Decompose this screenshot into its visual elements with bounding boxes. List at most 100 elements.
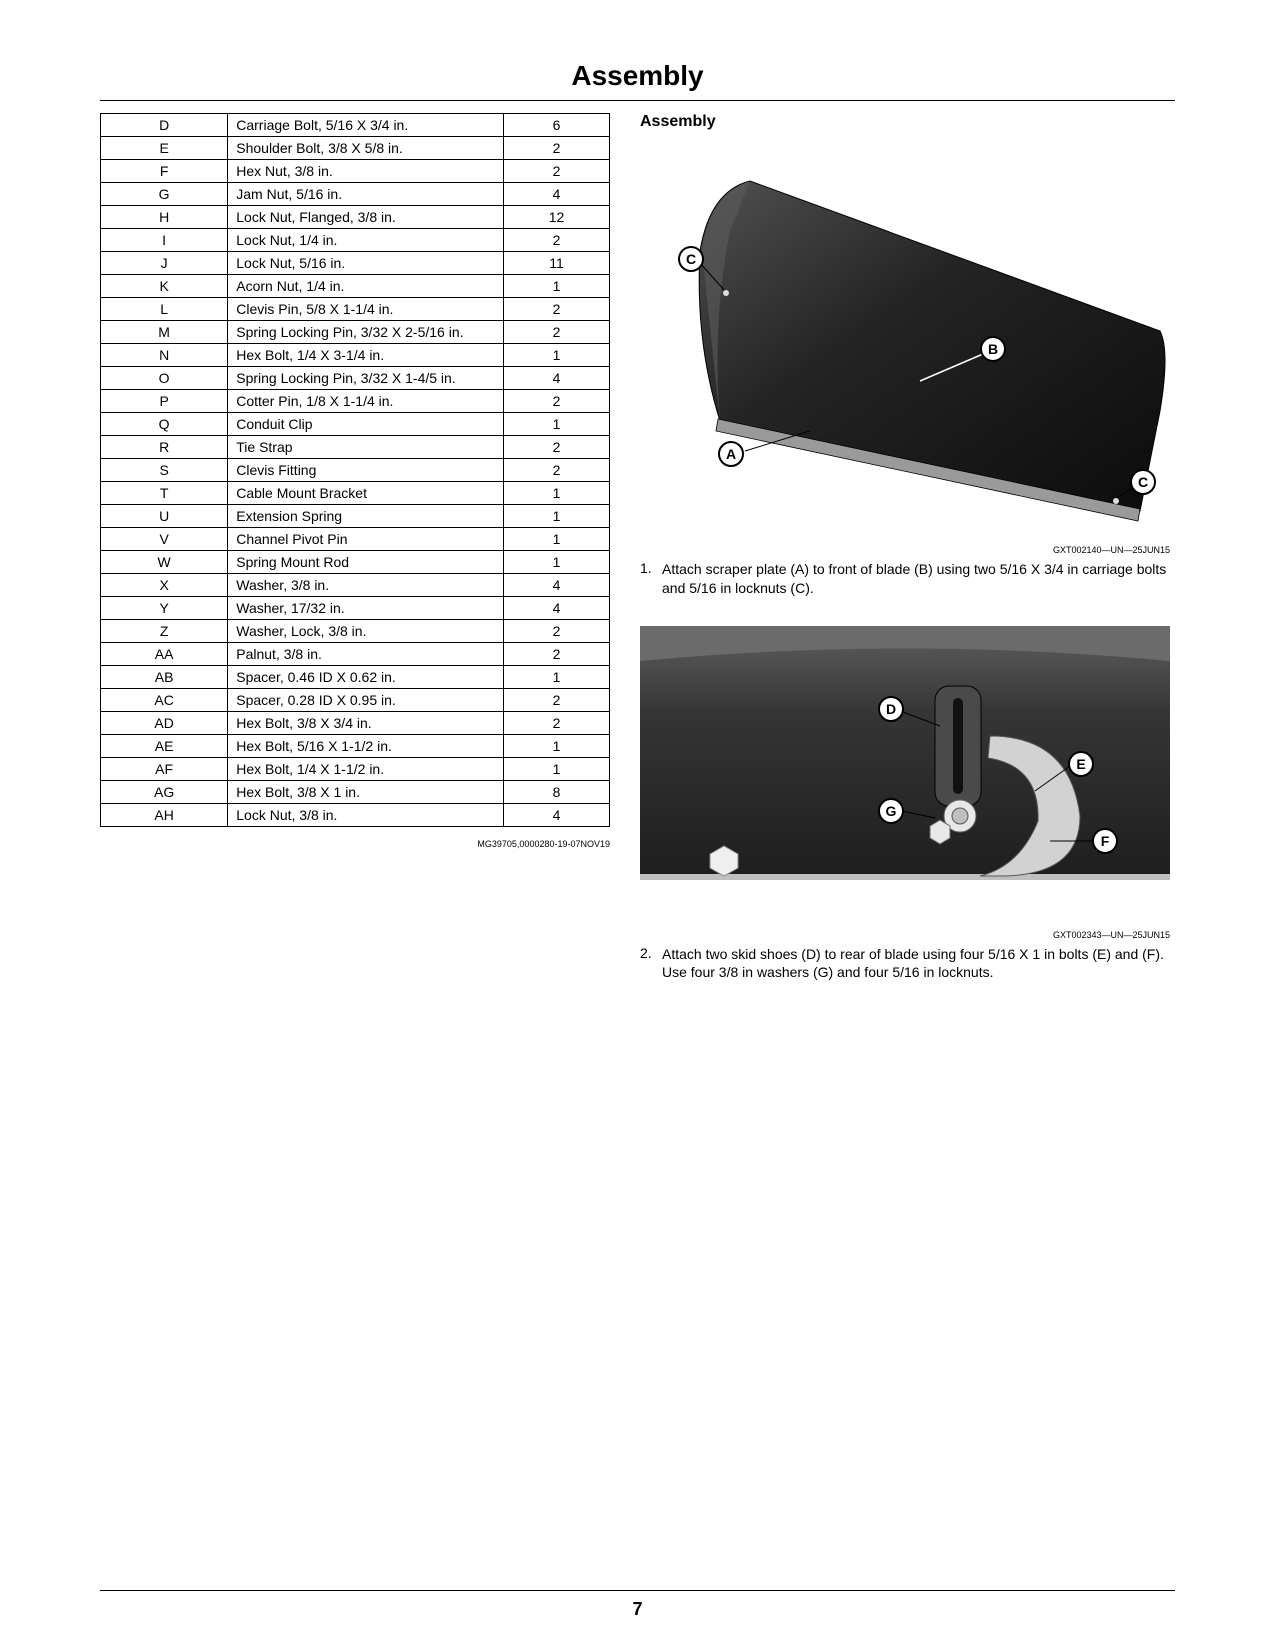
part-qty: 2 <box>503 459 609 482</box>
table-row: RTie Strap2 <box>101 436 610 459</box>
step-1: 1. Attach scraper plate (A) to front of … <box>640 559 1170 598</box>
callout-e: E <box>1068 751 1094 777</box>
part-qty: 2 <box>503 229 609 252</box>
table-row: KAcorn Nut, 1/4 in.1 <box>101 275 610 298</box>
table-row: LClevis Pin, 5/8 X 1-1/4 in.2 <box>101 298 610 321</box>
rule-bottom <box>100 1590 1175 1591</box>
part-qty: 1 <box>503 666 609 689</box>
part-id: O <box>101 367 228 390</box>
part-id: Z <box>101 620 228 643</box>
part-desc: Hex Bolt, 3/8 X 1 in. <box>228 781 504 804</box>
callout-g: G <box>878 798 904 824</box>
part-id: L <box>101 298 228 321</box>
part-qty: 1 <box>503 505 609 528</box>
part-qty: 1 <box>503 482 609 505</box>
table-row: HLock Nut, Flanged, 3/8 in.12 <box>101 206 610 229</box>
part-qty: 1 <box>503 528 609 551</box>
part-desc: Spacer, 0.46 ID X 0.62 in. <box>228 666 504 689</box>
part-qty: 2 <box>503 298 609 321</box>
part-id: S <box>101 459 228 482</box>
part-desc: Tie Strap <box>228 436 504 459</box>
part-desc: Acorn Nut, 1/4 in. <box>228 275 504 298</box>
parts-table: DCarriage Bolt, 5/16 X 3/4 in.6EShoulder… <box>100 113 610 827</box>
table-row: MSpring Locking Pin, 3/32 X 2-5/16 in.2 <box>101 321 610 344</box>
part-qty: 2 <box>503 436 609 459</box>
table-row: SClevis Fitting2 <box>101 459 610 482</box>
part-id: D <box>101 114 228 137</box>
part-desc: Hex Bolt, 3/8 X 3/4 in. <box>228 712 504 735</box>
part-id: P <box>101 390 228 413</box>
table-row: JLock Nut, 5/16 in.11 <box>101 252 610 275</box>
table-row: ILock Nut, 1/4 in.2 <box>101 229 610 252</box>
step-2-text: Attach two skid shoes (D) to rear of bla… <box>640 945 1170 983</box>
part-id: W <box>101 551 228 574</box>
assembly-section-title: Assembly <box>640 113 1170 131</box>
part-desc: Shoulder Bolt, 3/8 X 5/8 in. <box>228 137 504 160</box>
part-desc: Clevis Pin, 5/8 X 1-1/4 in. <box>228 298 504 321</box>
table-row: DCarriage Bolt, 5/16 X 3/4 in.6 <box>101 114 610 137</box>
part-id: M <box>101 321 228 344</box>
table-row: OSpring Locking Pin, 3/32 X 1-4/5 in.4 <box>101 367 610 390</box>
part-desc: Jam Nut, 5/16 in. <box>228 183 504 206</box>
step-2-num: 2. <box>640 944 658 963</box>
part-desc: Lock Nut, 3/8 in. <box>228 804 504 827</box>
part-id: T <box>101 482 228 505</box>
part-desc: Cable Mount Bracket <box>228 482 504 505</box>
table-row: AEHex Bolt, 5/16 X 1-1/2 in.1 <box>101 735 610 758</box>
part-desc: Spacer, 0.28 ID X 0.95 in. <box>228 689 504 712</box>
table-row: ADHex Bolt, 3/8 X 3/4 in.2 <box>101 712 610 735</box>
part-id: G <box>101 183 228 206</box>
part-qty: 1 <box>503 275 609 298</box>
part-id: F <box>101 160 228 183</box>
table-row: UExtension Spring1 <box>101 505 610 528</box>
part-qty: 4 <box>503 804 609 827</box>
part-id: AF <box>101 758 228 781</box>
page-title: Assembly <box>100 60 1175 92</box>
part-desc: Spring Mount Rod <box>228 551 504 574</box>
part-qty: 1 <box>503 344 609 367</box>
table-row: AAPalnut, 3/8 in.2 <box>101 643 610 666</box>
callout-c-bottom: C <box>1130 469 1156 495</box>
table-footer-code: MG39705,0000280-19-07NOV19 <box>100 839 610 849</box>
part-desc: Cotter Pin, 1/8 X 1-1/4 in. <box>228 390 504 413</box>
part-desc: Washer, 3/8 in. <box>228 574 504 597</box>
page-number: 7 <box>100 1599 1175 1620</box>
part-id: J <box>101 252 228 275</box>
table-row: VChannel Pivot Pin1 <box>101 528 610 551</box>
part-id: I <box>101 229 228 252</box>
part-id: V <box>101 528 228 551</box>
table-row: WSpring Mount Rod1 <box>101 551 610 574</box>
part-id: AC <box>101 689 228 712</box>
part-id: E <box>101 137 228 160</box>
part-qty: 1 <box>503 413 609 436</box>
part-id: U <box>101 505 228 528</box>
part-id: X <box>101 574 228 597</box>
callout-c-top: C <box>678 246 704 272</box>
table-row: EShoulder Bolt, 3/8 X 5/8 in.2 <box>101 137 610 160</box>
part-qty: 2 <box>503 712 609 735</box>
part-qty: 4 <box>503 574 609 597</box>
part-qty: 2 <box>503 160 609 183</box>
table-row: PCotter Pin, 1/8 X 1-1/4 in.2 <box>101 390 610 413</box>
part-desc: Hex Bolt, 1/4 X 3-1/4 in. <box>228 344 504 367</box>
table-row: XWasher, 3/8 in.4 <box>101 574 610 597</box>
part-id: Q <box>101 413 228 436</box>
part-desc: Lock Nut, Flanged, 3/8 in. <box>228 206 504 229</box>
part-id: AA <box>101 643 228 666</box>
part-desc: Hex Nut, 3/8 in. <box>228 160 504 183</box>
part-qty: 1 <box>503 551 609 574</box>
part-desc: Spring Locking Pin, 3/32 X 2-5/16 in. <box>228 321 504 344</box>
part-qty: 2 <box>503 137 609 160</box>
table-row: AFHex Bolt, 1/4 X 1-1/2 in.1 <box>101 758 610 781</box>
part-qty: 2 <box>503 643 609 666</box>
part-id: AB <box>101 666 228 689</box>
part-desc: Washer, Lock, 3/8 in. <box>228 620 504 643</box>
part-qty: 2 <box>503 390 609 413</box>
part-qty: 4 <box>503 597 609 620</box>
part-qty: 6 <box>503 114 609 137</box>
step-1-num: 1. <box>640 559 658 578</box>
table-row: ZWasher, Lock, 3/8 in.2 <box>101 620 610 643</box>
part-id: AH <box>101 804 228 827</box>
part-qty: 2 <box>503 620 609 643</box>
table-row: GJam Nut, 5/16 in.4 <box>101 183 610 206</box>
